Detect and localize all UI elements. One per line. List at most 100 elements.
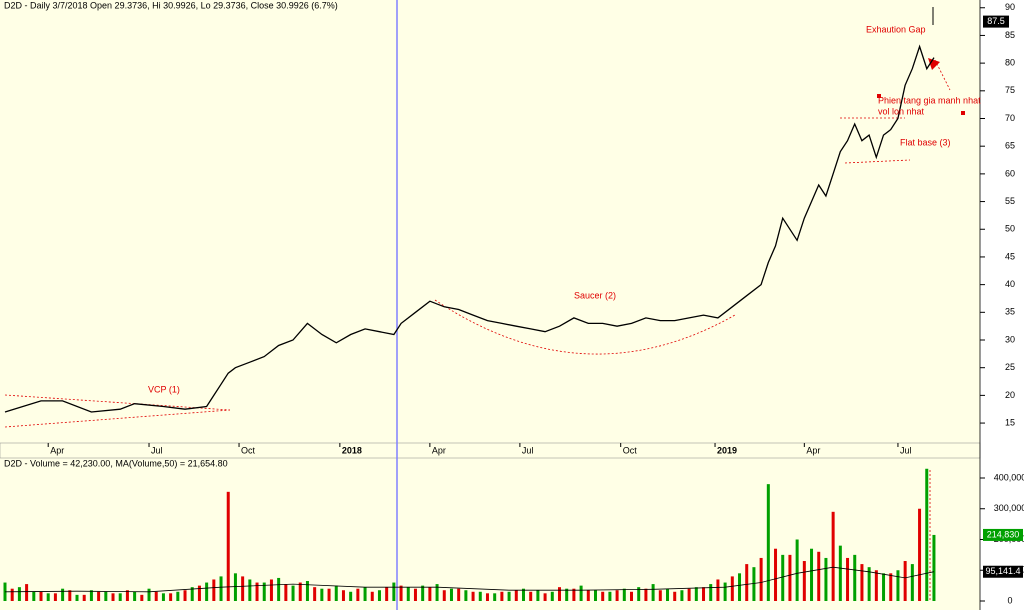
volume-bar <box>25 584 29 601</box>
x-tick-label: Jul <box>151 445 163 455</box>
volume-bar <box>831 511 835 601</box>
volume-bar <box>500 591 504 601</box>
volume-bar <box>233 573 237 601</box>
y-tick-label: 50 <box>1005 224 1015 234</box>
volume-bar <box>716 579 720 601</box>
volume-bar <box>176 591 180 601</box>
volume-bar <box>702 587 706 601</box>
annotation: Saucer (2) <box>574 290 616 300</box>
y-tick-label: 30 <box>1005 334 1015 344</box>
volume-bar <box>39 591 43 601</box>
marker-square <box>877 94 881 98</box>
y-tick-label: 25 <box>1005 362 1015 372</box>
flat-base-lower <box>844 159 911 164</box>
y-tick-label: 400,000 <box>994 472 1024 482</box>
annotation: vol lon nhat <box>878 106 925 116</box>
volume-bar <box>327 588 331 601</box>
x-tick-label: Apr <box>806 445 820 455</box>
volume-bar <box>97 591 101 601</box>
y-tick-label: 65 <box>1005 141 1015 151</box>
volume-bar <box>601 591 605 601</box>
volume-bar <box>507 591 511 601</box>
gap-arrow <box>928 58 940 70</box>
volume-bar <box>334 585 338 601</box>
volume-bar <box>277 577 281 601</box>
volume-bar <box>421 585 425 601</box>
x-tick-label: Oct <box>623 445 638 455</box>
y-tick-label: 70 <box>1005 113 1015 123</box>
volume-bar <box>118 593 122 601</box>
volume-bar <box>694 587 698 601</box>
volume-bar <box>932 534 936 601</box>
volume-bar <box>478 591 482 601</box>
volume-bar <box>133 591 137 601</box>
volume-bar <box>644 588 648 601</box>
y-tick-label: 60 <box>1005 168 1015 178</box>
volume-bar <box>313 587 317 601</box>
volume-bar <box>745 564 749 601</box>
volume-bar <box>320 588 324 601</box>
volume-bar <box>104 591 108 601</box>
volume-bar <box>406 587 410 601</box>
x-axis-strip <box>0 442 981 459</box>
volume-bar <box>241 576 245 601</box>
volume-bar <box>774 548 778 601</box>
volume-bar <box>82 594 86 601</box>
volume-bar <box>586 590 590 601</box>
volume-bar <box>846 557 850 601</box>
volume-bar <box>457 588 461 601</box>
x-tick-label: Jul <box>900 445 912 455</box>
volume-panel <box>0 458 980 610</box>
volume-bar <box>788 554 792 601</box>
last-value-label: 95,141.4 <box>985 566 1020 576</box>
x-tick-label: 2019 <box>717 445 737 455</box>
volume-bar <box>385 587 389 601</box>
volume-bar <box>370 591 374 601</box>
volume-ma-line <box>4 566 935 593</box>
volume-bar <box>68 590 72 601</box>
volume-bar <box>817 551 821 601</box>
price-line <box>4 44 935 413</box>
x-tick-label: 2018 <box>342 445 362 455</box>
volume-bar <box>356 588 360 601</box>
volume-bar <box>212 579 216 601</box>
y-tick-label: 80 <box>1005 58 1015 68</box>
y-tick-label: 0 <box>1007 595 1012 605</box>
volume-bar <box>89 590 93 601</box>
annotation: Exhaution Gap <box>866 24 926 34</box>
last-value-label: 214,830 <box>987 529 1020 539</box>
volume-bar <box>889 573 893 601</box>
volume-bar <box>53 593 57 601</box>
volume-bar <box>169 593 173 601</box>
volume-bar <box>284 584 288 601</box>
volume-bar <box>341 590 345 601</box>
volume-bar <box>824 557 828 601</box>
volume-bar <box>925 468 929 601</box>
volume-bar <box>910 564 914 601</box>
volume-bar <box>896 570 900 601</box>
volume-bar <box>392 582 396 601</box>
volume-bar <box>680 590 684 601</box>
volume-bar <box>255 582 259 601</box>
volume-bar <box>10 588 14 601</box>
y-tick-label: 45 <box>1005 251 1015 261</box>
volume-title: D2D - Volume = 42,230.00, MA(Volume,50) … <box>4 458 228 468</box>
volume-bar <box>125 590 129 601</box>
trend-lines <box>4 59 951 600</box>
volume-bar <box>46 593 50 601</box>
volume-bar <box>637 587 641 601</box>
volume-bar <box>205 582 209 601</box>
volume-bar <box>709 584 713 601</box>
volume-bar <box>795 539 799 601</box>
volume-bar <box>226 491 230 601</box>
volume-bar <box>579 585 583 601</box>
volume-bar <box>219 576 223 601</box>
x-tick-label: Oct <box>241 445 256 455</box>
volume-bar <box>810 548 814 601</box>
x-tick-label: Apr <box>432 445 446 455</box>
volume-bar <box>608 591 612 601</box>
volume-bar <box>536 590 540 601</box>
y-tick-label: 75 <box>1005 85 1015 95</box>
volume-bar <box>262 582 266 601</box>
marker-square <box>961 111 965 115</box>
